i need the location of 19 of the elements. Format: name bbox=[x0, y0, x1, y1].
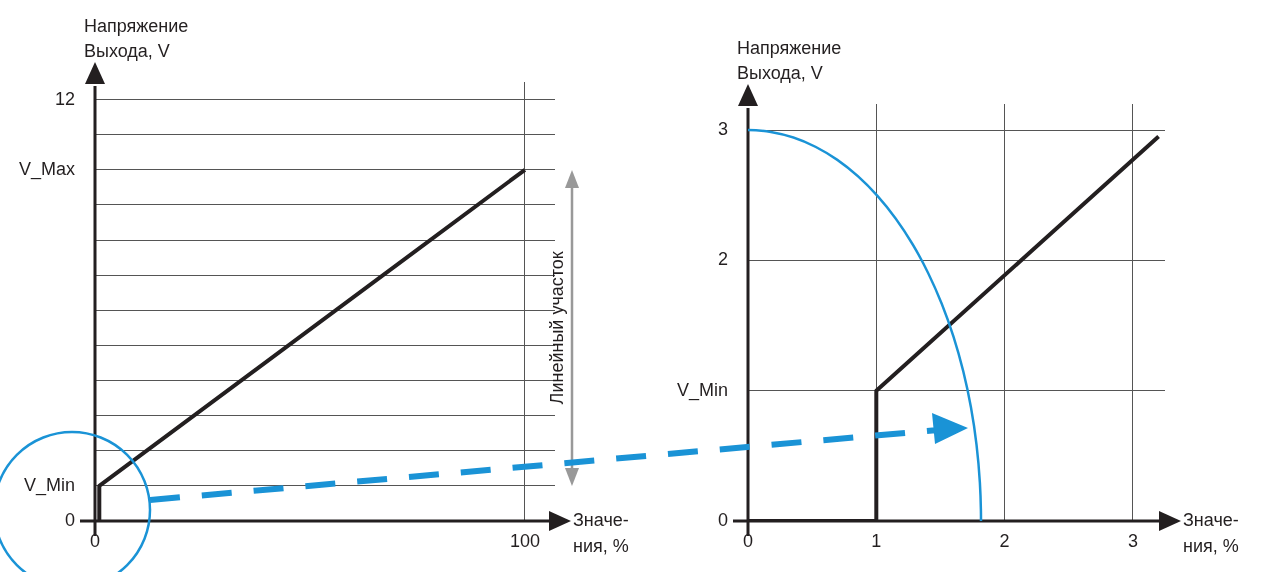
x-tick-label: 1 bbox=[871, 530, 882, 551]
x-tick-label: 3 bbox=[1127, 530, 1138, 551]
y-tick-label: 2 bbox=[717, 249, 728, 270]
y-tick-label: V_Min bbox=[676, 379, 728, 401]
x-axis-title: Значе- ния, % bbox=[1183, 509, 1239, 556]
y-tick-label: V_Min bbox=[23, 474, 75, 496]
y-tick-label: 3 bbox=[717, 119, 728, 140]
x-tick-label: 0 bbox=[742, 530, 754, 551]
x-tick-label: 2 bbox=[999, 530, 1010, 551]
y-tick-label: 12 bbox=[54, 88, 75, 109]
y-tick-label: 0 bbox=[717, 509, 728, 530]
y-axis-title: Напряжение Выхода, V bbox=[737, 37, 842, 83]
y-tick-label: V_Max bbox=[18, 158, 75, 180]
y-tick-label: 0 bbox=[64, 509, 75, 530]
x-tick-label: 100 bbox=[509, 530, 540, 551]
x-axis-title: Значе- ния, % bbox=[573, 509, 629, 556]
x-tick-label: 0 bbox=[89, 530, 101, 551]
y-axis-title: Напряжение Выхода, V bbox=[84, 15, 189, 61]
annotation: Линейный участок bbox=[546, 251, 567, 405]
